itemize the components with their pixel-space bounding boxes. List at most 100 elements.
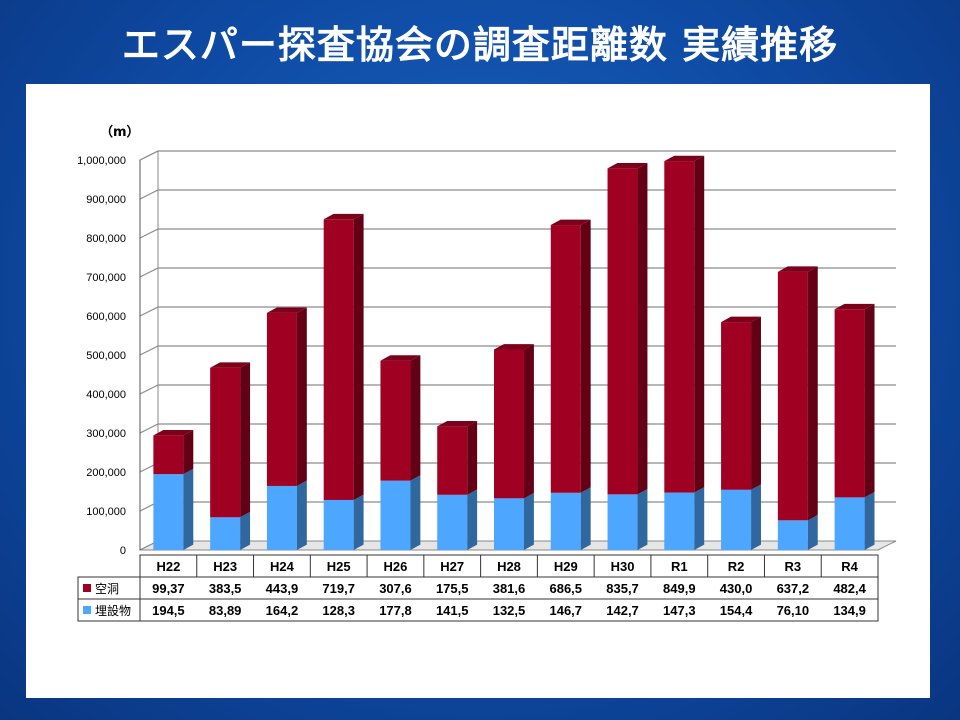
bar-buried-object-R4 bbox=[834, 497, 865, 550]
bar-buried-object-H26 bbox=[380, 480, 411, 550]
x-category-label: H23 bbox=[213, 559, 237, 574]
data-table-cell: 147,3 bbox=[663, 603, 696, 618]
bar-cavity-H30 bbox=[607, 168, 638, 495]
y-tick-label: 1,000,000 bbox=[77, 155, 126, 167]
bar-cavity-H25 bbox=[323, 219, 354, 500]
bar-side-face bbox=[580, 219, 591, 493]
data-table-cell: 686,5 bbox=[549, 581, 582, 596]
x-category-label: R2 bbox=[728, 559, 745, 574]
bar-side-face bbox=[240, 362, 251, 518]
bar-buried-object-H23 bbox=[210, 517, 241, 550]
data-table-cell: 177,8 bbox=[379, 603, 412, 618]
bar-side-face bbox=[864, 303, 875, 498]
bar-top-face bbox=[550, 219, 591, 226]
y-tick-label: 900,000 bbox=[86, 194, 126, 206]
slide-title: エスパー探査協会の調査距離数 実績推移 bbox=[121, 23, 839, 67]
y-tick-label: 700,000 bbox=[86, 272, 126, 284]
bar-buried-object-H29 bbox=[550, 492, 581, 550]
bar-cavity-H24 bbox=[266, 312, 297, 486]
bar-cavity-H22 bbox=[153, 435, 184, 475]
data-table-cell: 83,89 bbox=[209, 603, 242, 618]
bar-top-face bbox=[437, 420, 478, 427]
data-table-cell: 128,3 bbox=[322, 603, 355, 618]
x-category-label: H29 bbox=[554, 559, 578, 574]
data-table-cell: 175,5 bbox=[436, 581, 469, 596]
y-axis-unit-label: （m） bbox=[100, 124, 140, 140]
x-category-label: R1 bbox=[671, 559, 688, 574]
bar-buried-object-H22 bbox=[153, 474, 184, 550]
data-table-cell: 835,7 bbox=[606, 581, 639, 596]
legend-swatch bbox=[83, 584, 91, 592]
gridline bbox=[139, 189, 896, 200]
x-category-label: R4 bbox=[841, 559, 858, 574]
y-tick-label: 800,000 bbox=[86, 233, 126, 245]
y-tick-label: 400,000 bbox=[86, 389, 126, 401]
y-tick-label: 600,000 bbox=[86, 311, 126, 323]
bar-cavity-H23 bbox=[210, 367, 241, 518]
bar-side-face bbox=[410, 355, 421, 481]
bar-side-face bbox=[410, 475, 421, 550]
data-table-cell: 430,0 bbox=[720, 581, 753, 596]
bar-cavity-H29 bbox=[550, 225, 581, 493]
bar-side-face bbox=[807, 514, 818, 550]
gridline bbox=[139, 384, 896, 395]
data-table-cell: 164,2 bbox=[266, 603, 299, 618]
x-category-label: H27 bbox=[440, 559, 464, 574]
gridline bbox=[139, 228, 896, 239]
bar-side-face bbox=[353, 494, 364, 550]
bar-side-face bbox=[296, 307, 307, 486]
stacked-bar-chart: （m） 0 100,000 200,000 300,000 400,000 500,000… bbox=[77, 124, 897, 622]
x-category-label: R3 bbox=[785, 559, 802, 574]
y-tick-label: 100,000 bbox=[86, 506, 126, 518]
bar-top-face bbox=[153, 429, 194, 436]
bar-side-face bbox=[296, 480, 307, 550]
chart-panel: （m） 0 100,000 200,000 300,000 400,000 500,000… bbox=[26, 84, 930, 698]
legend-swatch bbox=[83, 606, 91, 614]
data-table-cell: 134,9 bbox=[833, 603, 866, 618]
x-category-label: H28 bbox=[497, 559, 521, 574]
bar-top-face bbox=[210, 362, 251, 368]
bar-side-face bbox=[694, 155, 705, 493]
data-table-cell: 637,2 bbox=[777, 581, 810, 596]
bar-buried-object-H25 bbox=[323, 499, 354, 550]
data-table-row bbox=[77, 576, 879, 600]
bar-side-face bbox=[864, 491, 875, 550]
bar-top-face bbox=[266, 307, 307, 313]
data-table-cell: 154,4 bbox=[720, 603, 753, 618]
bar-top-face bbox=[380, 355, 421, 361]
bar-side-face bbox=[240, 511, 251, 550]
data-table-cell: 849,9 bbox=[663, 581, 696, 596]
bar-top-face bbox=[721, 316, 761, 323]
bar-top-face bbox=[607, 163, 648, 169]
bar-cavity-R4 bbox=[834, 309, 865, 498]
y-tick-label: 300,000 bbox=[86, 428, 126, 440]
bar-cavity-H27 bbox=[437, 426, 468, 495]
bar-top-face bbox=[834, 303, 875, 310]
bar-side-face bbox=[183, 429, 194, 475]
bar-top-face bbox=[494, 344, 534, 350]
bar-side-face bbox=[751, 484, 761, 550]
bar-buried-object-R2 bbox=[721, 489, 752, 550]
bar-side-face bbox=[637, 488, 648, 550]
x-category-label: H22 bbox=[156, 559, 180, 574]
bar-buried-object-H30 bbox=[607, 494, 638, 550]
bar-cavity-H28 bbox=[494, 349, 524, 499]
legend-series-name: 埋設物 bbox=[95, 603, 131, 618]
bar-buried-object-H27 bbox=[437, 494, 468, 550]
data-table-cell: 719,7 bbox=[322, 581, 355, 596]
y-tick-label: 200,000 bbox=[86, 467, 126, 479]
bar-cavity-R2 bbox=[721, 322, 752, 490]
bar-buried-object-R3 bbox=[777, 520, 808, 550]
bar-cavity-R3 bbox=[777, 271, 808, 521]
bar-top-face bbox=[323, 213, 364, 220]
bar-side-face bbox=[353, 213, 364, 500]
bar-side-face bbox=[524, 344, 534, 499]
bar-side-face bbox=[637, 163, 648, 495]
bar-side-face bbox=[807, 266, 818, 521]
data-table-cell: 141,5 bbox=[436, 603, 469, 618]
x-category-label: H24 bbox=[270, 559, 295, 574]
bar-side-face bbox=[183, 468, 194, 550]
data-table-cell: 132,5 bbox=[493, 603, 526, 618]
bar-side-face bbox=[467, 489, 478, 550]
gridline bbox=[139, 423, 896, 434]
